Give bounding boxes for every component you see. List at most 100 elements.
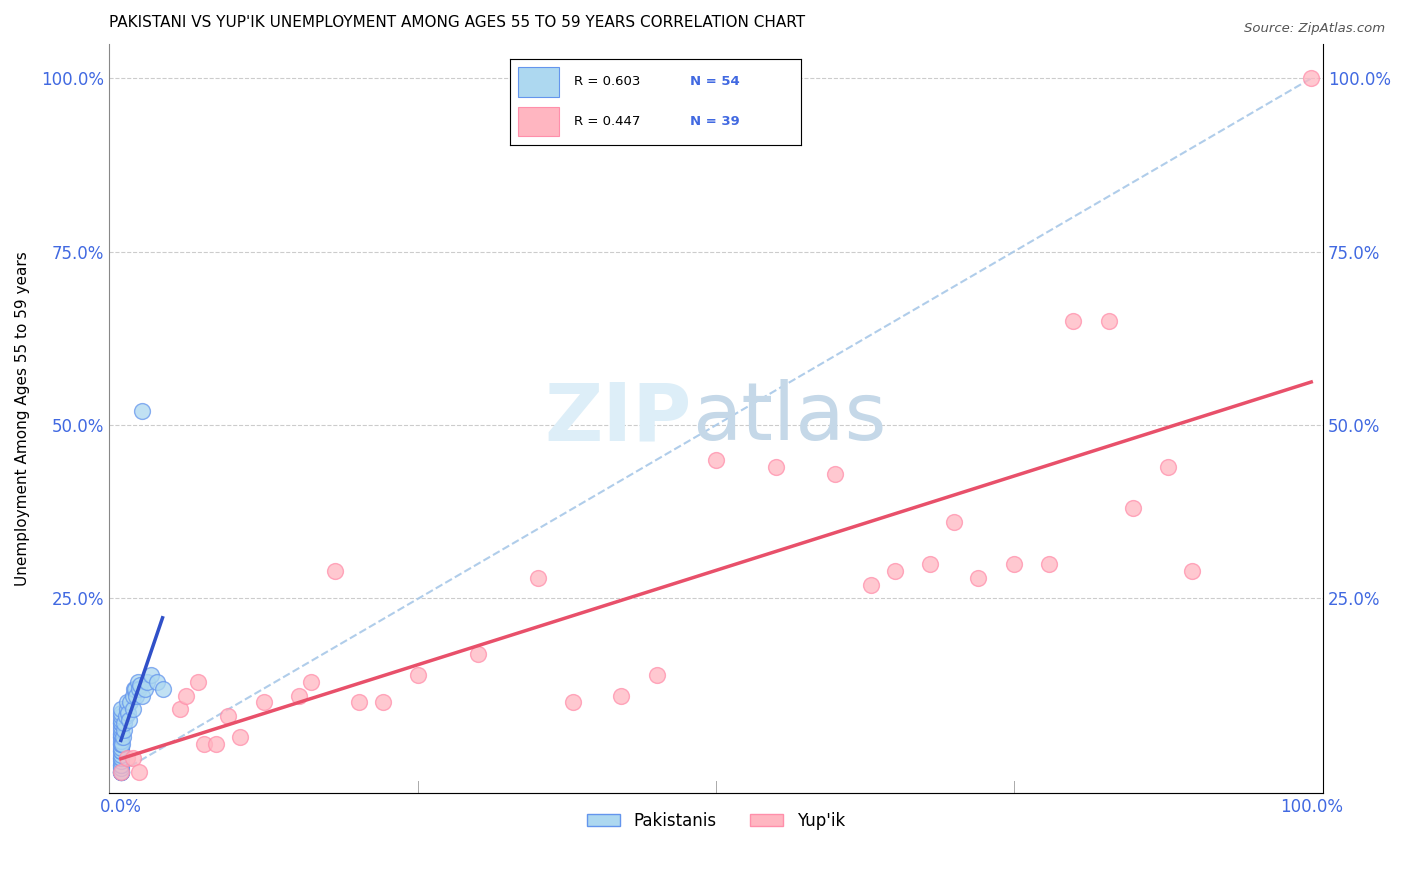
Point (115, 696, 138, 710)
Point (114, 716, 136, 731)
Point (824, 467, 846, 481)
Point (1098, 314, 1121, 328)
Point (128, 764, 150, 779)
Point (765, 459, 787, 474)
Point (136, 674, 159, 689)
Point (610, 689, 633, 703)
Point (371, 696, 394, 710)
Point (110, 751, 132, 765)
Point (217, 709, 239, 723)
Point (193, 737, 215, 751)
Point (110, 713, 132, 727)
Point (139, 667, 162, 681)
Point (704, 452, 727, 467)
Point (118, 713, 141, 727)
Point (128, 681, 150, 696)
Point (253, 696, 276, 710)
Point (562, 696, 585, 710)
Point (110, 720, 132, 734)
Point (1181, 564, 1204, 578)
Point (110, 755, 132, 769)
Point (288, 689, 311, 703)
Point (1038, 557, 1060, 571)
Point (229, 730, 252, 744)
Point (121, 689, 143, 703)
Point (110, 764, 132, 779)
Point (110, 737, 132, 751)
Point (110, 730, 132, 744)
Point (883, 564, 905, 578)
Point (110, 727, 132, 741)
Point (124, 681, 146, 696)
Point (110, 727, 132, 741)
Point (1157, 459, 1180, 474)
Legend: Pakistanis, Yup'ik: Pakistanis, Yup'ik (581, 805, 852, 837)
Y-axis label: Unemployment Among Ages 55 to 59 years: Unemployment Among Ages 55 to 59 years (15, 251, 30, 585)
Point (131, 404, 153, 418)
Point (114, 709, 136, 723)
Point (967, 571, 990, 585)
Point (129, 678, 152, 692)
Point (152, 681, 174, 696)
Point (110, 740, 132, 755)
Point (1301, 71, 1323, 86)
Point (111, 737, 134, 751)
Point (920, 557, 942, 571)
Point (112, 730, 135, 744)
Point (110, 744, 132, 758)
Point (134, 681, 156, 696)
Point (187, 674, 209, 689)
Point (122, 681, 145, 696)
Point (115, 751, 138, 765)
Point (110, 702, 132, 716)
Point (117, 706, 139, 720)
Point (176, 689, 198, 703)
Point (110, 751, 132, 765)
Point (110, 716, 132, 731)
Point (110, 758, 132, 772)
Point (110, 764, 132, 779)
Point (110, 730, 132, 744)
Point (110, 709, 132, 723)
Text: Source: ZipAtlas.com: Source: ZipAtlas.com (1244, 22, 1385, 36)
Point (526, 571, 548, 585)
Point (131, 689, 153, 703)
Text: atlas: atlas (692, 379, 886, 458)
Point (110, 733, 132, 747)
Point (467, 647, 489, 661)
Point (943, 515, 966, 529)
Point (110, 758, 132, 772)
Point (110, 716, 132, 731)
Point (110, 761, 132, 775)
Point (127, 674, 149, 689)
Text: ZIP: ZIP (544, 379, 692, 458)
Point (205, 737, 228, 751)
Point (121, 702, 143, 716)
Point (859, 577, 882, 591)
Point (110, 747, 132, 762)
Point (110, 764, 132, 779)
Point (110, 764, 132, 779)
Point (1002, 557, 1025, 571)
Point (114, 723, 136, 738)
Point (1062, 314, 1084, 328)
Text: PAKISTANI VS YUP'IK UNEMPLOYMENT AMONG AGES 55 TO 59 YEARS CORRELATION CHART: PAKISTANI VS YUP'IK UNEMPLOYMENT AMONG A… (110, 15, 806, 30)
Point (110, 764, 132, 779)
Point (323, 564, 346, 578)
Point (347, 696, 370, 710)
Point (299, 674, 322, 689)
Point (645, 667, 668, 681)
Point (110, 764, 132, 779)
Point (115, 702, 138, 716)
Point (408, 667, 430, 681)
Point (125, 689, 148, 703)
Point (145, 674, 167, 689)
Point (121, 751, 143, 765)
Point (1122, 501, 1144, 516)
Point (110, 737, 132, 751)
Point (110, 744, 132, 758)
Point (120, 696, 142, 710)
Point (110, 723, 132, 738)
Point (110, 706, 132, 720)
Point (169, 702, 191, 716)
